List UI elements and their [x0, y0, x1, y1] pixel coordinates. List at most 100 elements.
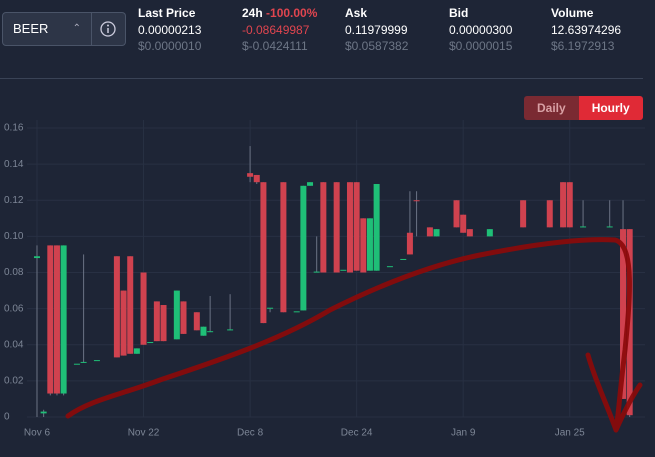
candle-body — [546, 200, 553, 228]
stat-value: 0.00000300 — [449, 22, 513, 37]
candle-body — [373, 183, 380, 271]
candle-body — [200, 326, 207, 336]
x-tick-label: Nov 22 — [128, 428, 160, 439]
pair-name: BEER — [13, 21, 49, 36]
candle-body — [173, 290, 180, 340]
candle-body — [113, 256, 120, 358]
candle-body — [73, 363, 80, 365]
candle-body — [227, 329, 234, 331]
candle-body — [466, 229, 473, 237]
candle-body — [620, 229, 627, 399]
candle-body — [320, 182, 327, 273]
daily-button[interactable]: Daily — [524, 96, 579, 120]
candle-body — [566, 182, 573, 228]
y-tick-label: 0.10 — [4, 231, 24, 242]
stat-usd: $0.0000010 — [138, 39, 202, 53]
stat-usd: $6.1972913 — [551, 39, 615, 53]
y-tick-label: 0.16 — [4, 123, 24, 134]
candle-body — [626, 229, 633, 416]
candle-body — [300, 185, 307, 311]
candle-body — [333, 182, 340, 273]
x-tick-label: Jan 9 — [451, 428, 476, 439]
stat-label: Bid — [449, 6, 469, 20]
candle-body — [453, 200, 460, 228]
stat: Last Price 0.00000213 $0.0000010 — [138, 5, 201, 55]
candle-body — [40, 411, 47, 414]
x-tick-label: Nov 6 — [24, 428, 51, 439]
candle-body — [133, 348, 140, 354]
stat-label: 24h — [242, 6, 263, 20]
stat-usd: $0.0000015 — [449, 39, 513, 53]
candle-body — [460, 214, 467, 233]
y-tick-label: 0.04 — [4, 339, 24, 350]
candle-body — [160, 305, 167, 342]
x-tick-label: Jan 25 — [555, 428, 585, 439]
candle-body — [180, 301, 187, 334]
y-tick-label: 0.06 — [4, 303, 24, 314]
candle-body — [260, 182, 267, 324]
y-tick-label: 0 — [4, 412, 10, 423]
stat-label: Volume — [551, 6, 594, 20]
candle-body — [413, 200, 420, 202]
candle-body — [580, 226, 587, 228]
stat-usd: $-0.0424111 — [242, 39, 308, 53]
candle-body — [60, 245, 67, 394]
candle-body — [53, 245, 60, 394]
candle-body — [386, 266, 393, 268]
candle-body — [307, 182, 314, 186]
candle-body — [560, 182, 567, 228]
y-tick-label: 0.12 — [4, 195, 24, 206]
stat-value: 0.00000213 — [138, 22, 202, 37]
dropdown-arrow: ⌃ — [72, 23, 81, 34]
stat: Bid 0.00000300 $0.0000015 — [449, 5, 512, 55]
candle-body — [247, 173, 254, 177]
stat-change: -100.00% — [266, 6, 318, 20]
stat: Volume 12.63974296 $6.1972913 — [551, 5, 621, 55]
stat: 24h -100.00% -0.08649987 $-0.0424111 — [242, 5, 317, 55]
interval-toggle: Daily Hourly — [524, 96, 643, 120]
info-button[interactable] — [92, 12, 126, 46]
candle-body — [253, 174, 260, 183]
stat-value: -0.08649987 — [242, 22, 310, 37]
candle-body — [340, 269, 347, 271]
candle-body — [80, 361, 87, 363]
candle-body — [486, 229, 493, 237]
candle-body — [147, 342, 154, 344]
candle-body — [360, 218, 367, 273]
candle-body — [280, 182, 287, 313]
separator — [0, 78, 643, 79]
x-tick-label: Dec 24 — [341, 428, 373, 439]
stat-label: Ask — [345, 6, 368, 20]
stat-label: Last Price — [138, 6, 196, 20]
pair-selector[interactable]: BEER ⌃ — [2, 12, 92, 46]
candle-body — [406, 232, 413, 255]
candle-body — [207, 331, 214, 333]
candle-body — [47, 245, 54, 394]
y-tick-label: 0.08 — [4, 267, 24, 278]
candle-body — [520, 200, 527, 228]
x-tick-label: Dec 8 — [237, 428, 264, 439]
candle-body — [120, 290, 127, 356]
stat-value: 12.63974296 — [551, 22, 622, 37]
candle-body — [93, 360, 100, 362]
candle-body — [267, 307, 274, 309]
candle-body — [193, 312, 200, 331]
info-icon — [100, 21, 116, 37]
hand-drawn-arrow — [65, 237, 643, 433]
candle-body — [346, 182, 353, 273]
candle-body — [293, 311, 300, 313]
y-tick-label: 0.02 — [4, 376, 24, 387]
stat-usd: $0.0587382 — [345, 39, 409, 53]
candle-body — [33, 256, 40, 259]
hourly-button[interactable]: Hourly — [578, 96, 643, 120]
candle-body — [366, 218, 373, 271]
candle-body — [400, 258, 407, 260]
candle-body — [353, 182, 360, 271]
candle-body — [433, 229, 440, 237]
candle-body — [606, 226, 613, 228]
candle-body — [313, 271, 320, 273]
candle-body — [127, 256, 134, 354]
